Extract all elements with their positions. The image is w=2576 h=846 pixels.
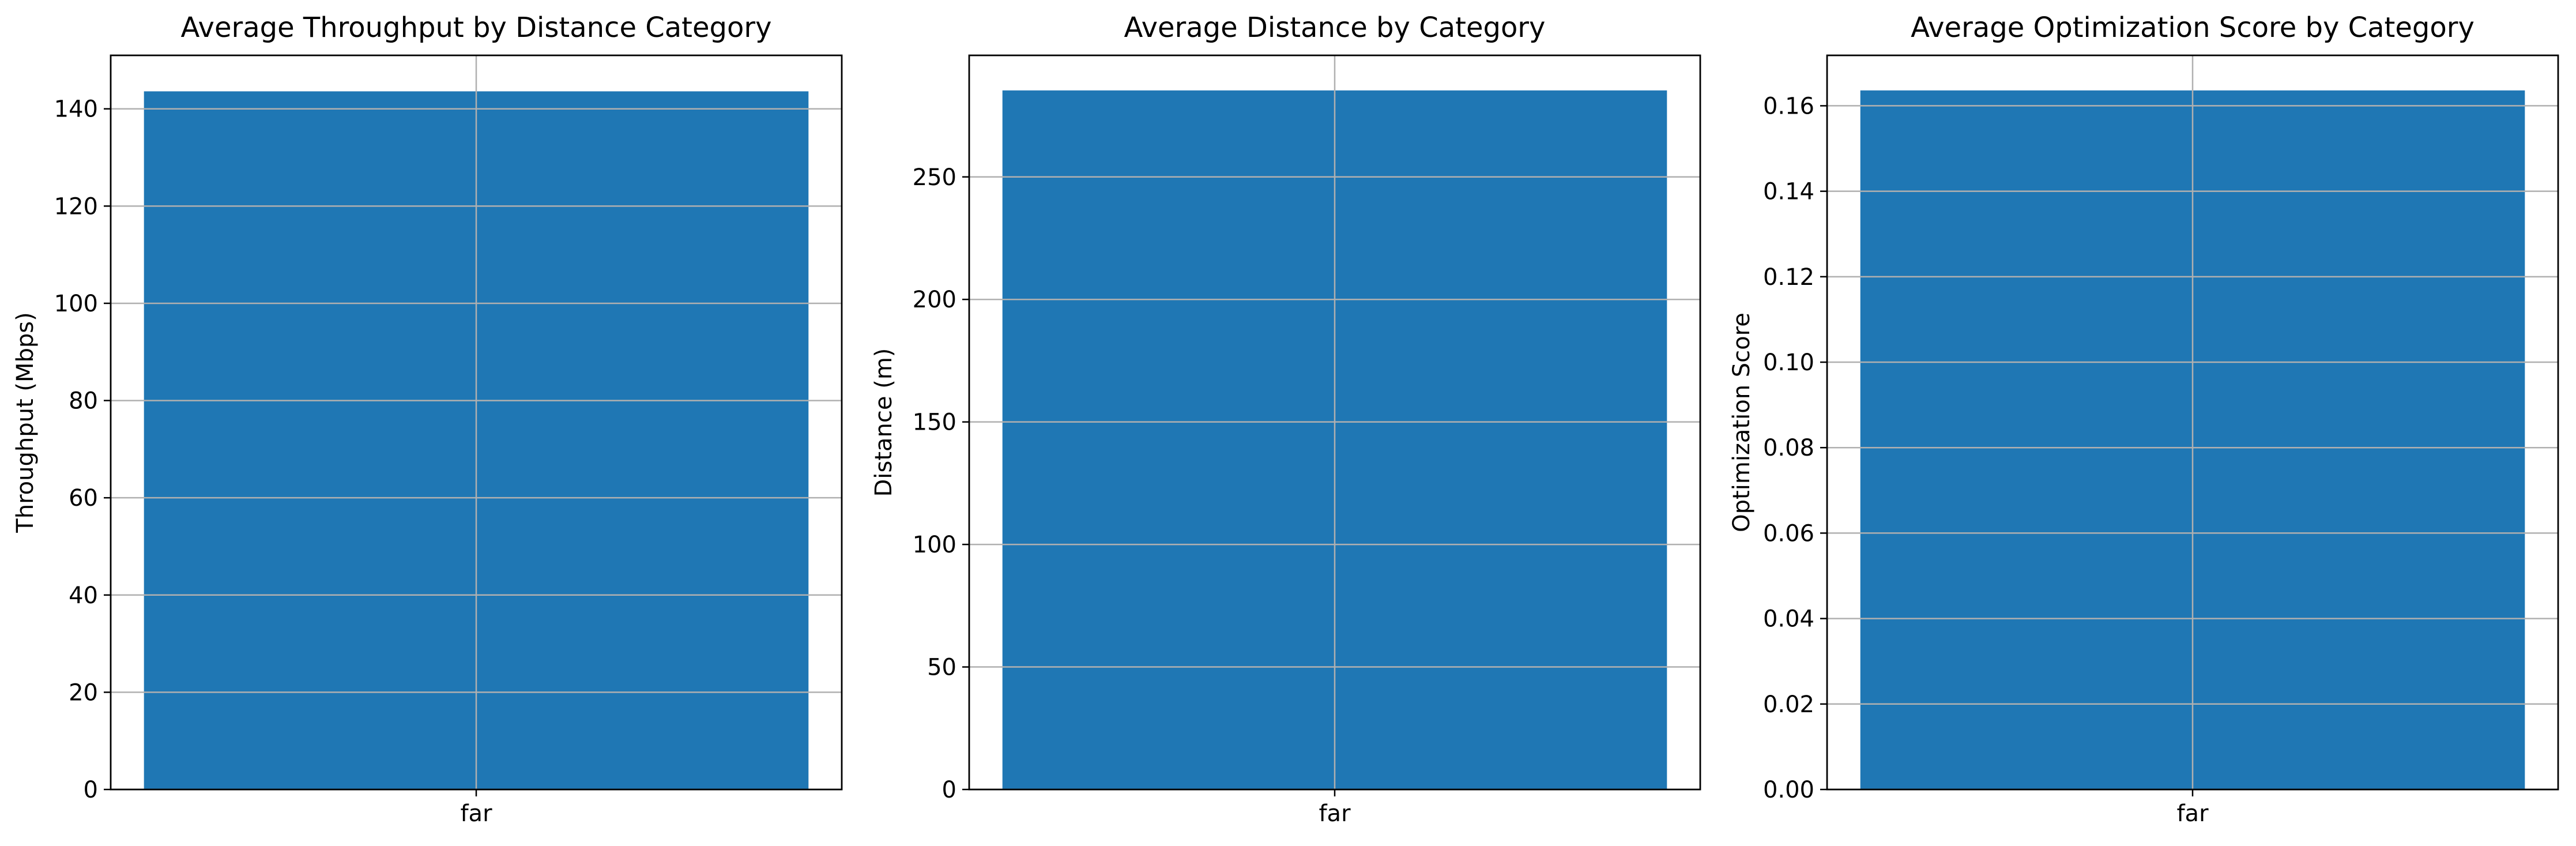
y-tick-label: 0.08 [1763,435,1814,461]
y-tick-label: 0.12 [1763,264,1814,291]
x-tick-label: far [1319,800,1351,827]
y-tick-label: 50 [927,655,956,681]
y-tick-label: 60 [69,485,98,512]
y-tick-label: 0.00 [1763,777,1814,803]
y-axis-label: Throughput (Mbps) [12,312,39,533]
y-axis-label: Optimization Score [1728,313,1755,532]
chart-panel-2: 0 50 100 150 200 250 far Average Distance by Ca… [871,12,1701,827]
y-tick-label: 0.04 [1763,606,1814,633]
y-tick-label: 0 [84,777,98,803]
y-tick-label: 0.16 [1763,93,1814,119]
chart-panel-3: 0.00 0.02 0.04 0.06 0.08 0.10 0.12 0.14 0.16 far A… [1728,12,2559,827]
chart-title: Average Optimization Score by Category [1911,12,2475,44]
y-tick-label: 80 [69,388,98,415]
chart-panel-1: 0 20 40 60 80 100 120 140 far Average Throughput … [12,12,843,827]
y-tick-label: 200 [913,287,956,313]
y-tick-label: 140 [54,96,98,123]
y-tick-label: 0.14 [1763,179,1814,205]
y-axis-label: Distance (m) [871,348,897,497]
y-tick-label: 0.06 [1763,520,1814,547]
y-tick-label: 0.02 [1763,691,1814,718]
y-tick-label: 120 [54,193,98,220]
y-tick-label: 0 [942,777,956,803]
y-tick-label: 40 [69,582,98,609]
x-tick-label: far [2176,800,2209,827]
y-tick-label: 100 [54,291,98,317]
chart-title: Average Throughput by Distance Category [181,12,772,44]
y-tick-label: 150 [913,409,956,436]
y-tick-label: 250 [913,164,956,191]
y-tick-label: 0.10 [1763,349,1814,376]
x-tick-label: far [460,800,492,827]
y-tick-label: 20 [69,679,98,706]
chart-title: Average Distance by Category [1124,12,1546,44]
y-tick-label: 100 [913,532,956,558]
